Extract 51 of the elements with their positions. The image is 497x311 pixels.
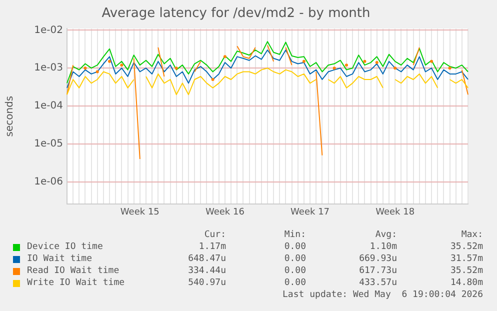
text: 14.80m [449, 277, 483, 289]
point [344, 64, 348, 67]
text: Max: [460, 229, 483, 241]
text: 0.00 [283, 265, 306, 277]
chart-title: Average latency for /dev/md2 - by month [102, 6, 370, 22]
x-tick-label: Week 17 [290, 208, 330, 218]
legend-label: Device IO time [27, 241, 103, 253]
text: 433.57u [358, 277, 397, 289]
y-tick-label: 1e-05 [34, 138, 63, 150]
point [430, 60, 434, 63]
x-tick-label: Week 15 [120, 208, 160, 218]
text: 540.97u [187, 277, 226, 289]
text: Cur: [203, 229, 226, 241]
text: 617.73u [358, 265, 397, 277]
point [108, 60, 112, 63]
y-tick-label: 1e-03 [34, 62, 63, 74]
point [302, 60, 306, 63]
text: 0.00 [283, 277, 306, 289]
point [332, 66, 336, 70]
point [174, 66, 178, 70]
point [394, 66, 397, 70]
text: 648.47u [187, 253, 226, 265]
legend-label: Write IO Wait time [27, 277, 125, 289]
y-tick-label: 1e-06 [34, 176, 63, 188]
y-tick-label: 1e-04 [34, 100, 63, 112]
point [223, 55, 226, 58]
legend-label: Read IO Wait time [27, 265, 120, 277]
text: 0.00 [283, 241, 306, 253]
text: 669.93u [358, 253, 397, 265]
legend-label: IO Wait time [27, 253, 92, 265]
point [448, 66, 452, 70]
text: 31.57m [449, 253, 483, 265]
x-tick-label: Week 18 [376, 208, 415, 218]
text: 1.17m [198, 241, 226, 253]
text: 334.44u [187, 265, 226, 277]
text: Avg: [374, 229, 397, 241]
text: 1.10m [368, 241, 397, 253]
point [120, 64, 124, 67]
x-tick-label: Week 16 [205, 208, 245, 218]
point [375, 61, 378, 64]
text: 35.52m [449, 241, 483, 253]
text: Min: [283, 229, 306, 241]
point [84, 66, 87, 70]
point [96, 70, 99, 74]
point [363, 60, 366, 63]
text: 0.00 [283, 253, 306, 265]
text: 35.52m [449, 265, 483, 277]
y-axis-title: seconds [4, 96, 16, 137]
point [211, 78, 214, 81]
y-tick-label: 1e-02 [34, 24, 63, 36]
text: Last update: Wed May 6 19:00:04 2026 [282, 289, 484, 301]
